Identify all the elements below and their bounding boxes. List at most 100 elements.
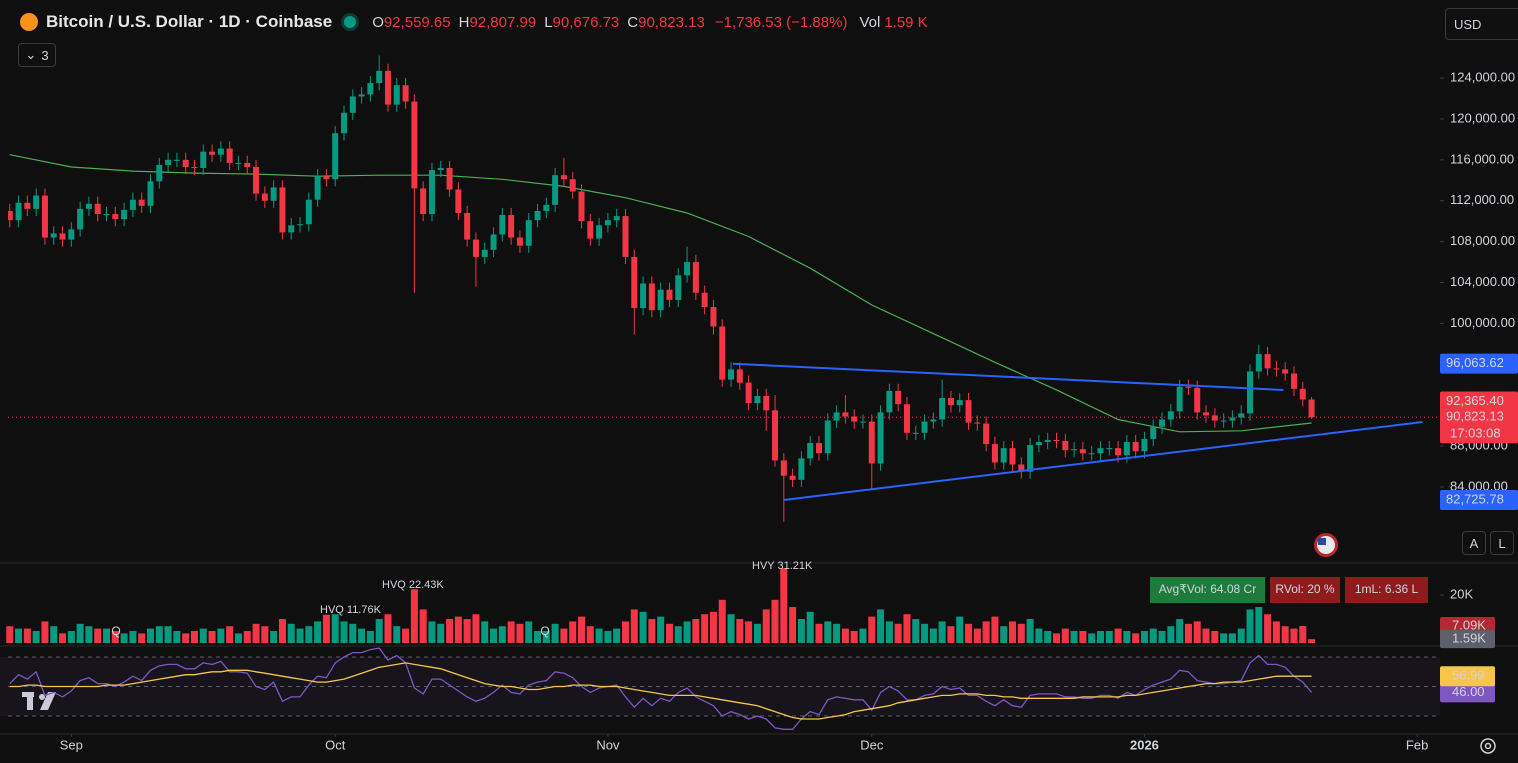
y-tick-label: 100,000.00 — [1450, 315, 1515, 330]
candle-body — [859, 421, 866, 423]
vol-label-box — [1440, 630, 1495, 649]
candle-body — [868, 421, 875, 464]
volume-bar — [1052, 633, 1060, 643]
candle-body — [314, 176, 321, 200]
candle-body — [129, 199, 136, 210]
volume-bar — [674, 626, 682, 643]
volume-bar — [1237, 628, 1245, 643]
volume-bar — [454, 616, 462, 643]
volume-bar — [1070, 631, 1078, 643]
volume-bar — [604, 631, 612, 643]
volume-badge — [1270, 577, 1340, 603]
candle-body — [1194, 387, 1201, 413]
collapse-button[interactable]: ⌄ 3 — [18, 43, 56, 67]
x-tick-label: Feb — [1406, 737, 1428, 752]
candle-body — [587, 221, 594, 239]
price-label-box — [1440, 391, 1518, 412]
candle-body — [613, 216, 620, 221]
volume-bar — [542, 631, 550, 643]
volume-bar — [331, 614, 339, 643]
candle-body — [1018, 464, 1025, 472]
candle-body — [560, 175, 567, 180]
volume-bar — [1105, 631, 1113, 643]
volume-bar — [683, 621, 691, 643]
candle-body — [279, 187, 286, 233]
candle-body — [833, 412, 840, 421]
volume-bar — [850, 631, 858, 643]
candle-body — [59, 233, 66, 240]
price-label-box — [1440, 490, 1518, 511]
volume-bar — [103, 628, 111, 643]
volume-bar — [1088, 633, 1096, 643]
candle-body — [297, 224, 304, 226]
candle-body — [1273, 368, 1280, 370]
volume-bar — [173, 631, 181, 643]
candle-body — [402, 85, 409, 102]
volume-bar — [296, 628, 304, 643]
volume-bar — [1035, 628, 1043, 643]
volume-bar — [621, 621, 629, 643]
candle-body — [1238, 413, 1245, 418]
volume-bar — [762, 609, 770, 643]
candle-body — [173, 159, 180, 161]
volume-bar — [797, 619, 805, 643]
candle-body — [68, 229, 75, 240]
candle-body — [323, 176, 330, 180]
volume-bar — [208, 631, 216, 643]
volume-bar — [1026, 619, 1034, 643]
volume-bar — [32, 631, 40, 643]
candle-body — [692, 262, 699, 293]
volume-bar — [1290, 628, 1298, 643]
candle-body — [165, 159, 172, 165]
vol-label: 7.09K — [1452, 617, 1486, 632]
candle-body — [947, 398, 954, 406]
volume-bar — [1017, 623, 1025, 643]
candle-body — [789, 475, 796, 480]
candle-body — [464, 212, 471, 240]
currency-button[interactable]: USD — [1445, 8, 1518, 40]
candle-body — [745, 382, 752, 404]
candle-body — [384, 70, 391, 105]
candle-body — [1106, 448, 1113, 450]
auto-scale-button[interactable]: A — [1462, 531, 1486, 555]
candle-body — [1264, 354, 1271, 369]
candle-body — [719, 326, 726, 380]
volume-bar — [358, 628, 366, 643]
volume-bar — [111, 631, 119, 643]
volume-bar — [965, 623, 973, 643]
volume-bar — [41, 621, 49, 643]
market-status — [344, 16, 357, 28]
candle-body — [939, 398, 946, 420]
candle-body — [33, 195, 40, 209]
candle-body — [728, 369, 735, 380]
volume-bar — [76, 623, 84, 643]
volume-bar — [595, 628, 603, 643]
volume-bar — [402, 628, 410, 643]
candle-body — [1229, 417, 1236, 421]
volume-bar — [630, 609, 638, 643]
price-label-box — [1440, 353, 1518, 374]
candle-body — [903, 404, 910, 433]
price-label: 82,725.78 — [1446, 491, 1504, 506]
log-scale-button[interactable]: L — [1490, 531, 1514, 555]
candle-body — [244, 162, 251, 167]
candle-body — [815, 443, 822, 454]
x-tick-label: 2026 — [1130, 737, 1159, 752]
volume-bar — [1211, 631, 1219, 643]
volume-bar — [516, 623, 524, 643]
y-tick-label: 116,000.00 — [1450, 151, 1514, 166]
volume-bar — [59, 633, 67, 643]
candle-body — [543, 204, 550, 211]
candle-body — [1141, 438, 1148, 452]
volume-bar — [1176, 619, 1184, 643]
volume-bar — [287, 623, 295, 643]
volume-badge-text: 1mL: 6.36 L — [1355, 582, 1419, 596]
candle-body — [1132, 442, 1139, 452]
candle-body — [763, 396, 770, 411]
rsi-label: 56.99 — [1452, 668, 1485, 683]
volume-bar — [1220, 633, 1228, 643]
settings-icon[interactable] — [1480, 738, 1496, 754]
volume-bar — [129, 631, 137, 643]
candle-body — [1044, 439, 1051, 443]
volume-bar — [613, 628, 621, 643]
